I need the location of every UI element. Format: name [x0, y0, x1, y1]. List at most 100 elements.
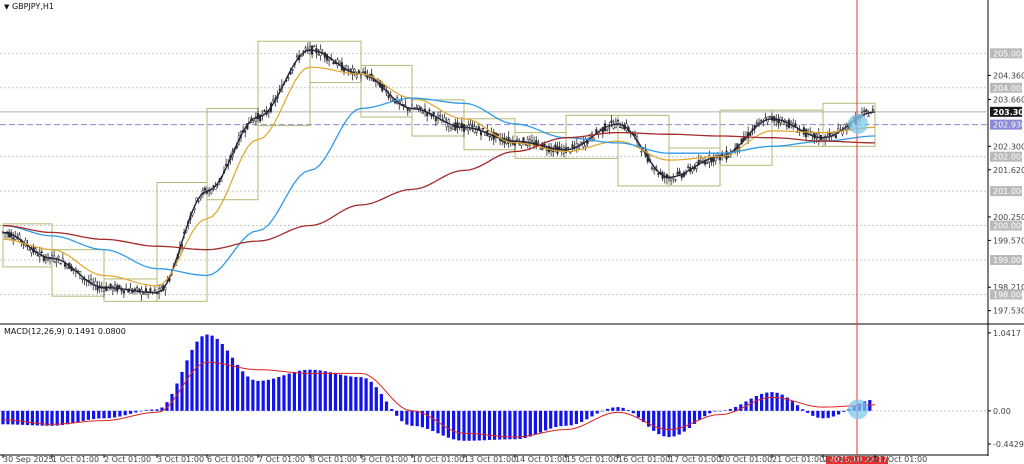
candle-body	[328, 58, 331, 61]
macd-bar	[816, 410, 820, 418]
macd-bar	[66, 410, 70, 425]
candle-body	[608, 127, 611, 129]
time-tick-label: 1 Oct 01:00	[52, 455, 99, 464]
time-tick-label: 20 Oct 01:00	[720, 455, 772, 464]
candle-body	[203, 187, 206, 191]
macd-bar	[185, 360, 189, 411]
price-highlight-marker	[848, 113, 868, 134]
candle-body	[640, 150, 643, 153]
price-tick-label: 202.300	[993, 142, 1024, 151]
macd-bar	[215, 338, 219, 411]
candle-body	[676, 172, 679, 175]
candle-body	[543, 144, 546, 146]
macd-bar	[446, 410, 450, 438]
macd-bar	[837, 410, 841, 415]
candle-body	[479, 131, 483, 136]
candle-body	[359, 75, 363, 78]
macd-bar	[123, 410, 127, 416]
candle-body	[127, 290, 130, 293]
candle-body	[417, 105, 420, 109]
candle-body	[680, 174, 683, 178]
candle-body	[828, 132, 831, 136]
candle-body	[684, 172, 688, 175]
macd-bar	[25, 410, 30, 426]
candle-body	[96, 286, 99, 291]
candle-body	[122, 290, 125, 294]
macd-bar	[452, 410, 456, 440]
candle-body	[142, 292, 145, 295]
macd-bar	[477, 410, 481, 441]
price-tag-bg	[990, 119, 1022, 130]
macd-bar	[55, 410, 59, 426]
candle-body	[149, 288, 152, 292]
candle-body	[567, 146, 570, 149]
time-tick-label: 9 Oct 01:00	[361, 455, 408, 464]
macd-bar	[523, 410, 527, 438]
candle-body	[653, 168, 656, 170]
macd-bar	[538, 410, 543, 433]
macd-bar	[6, 410, 10, 425]
macd-bar	[672, 410, 676, 437]
macd-bar	[390, 408, 394, 411]
macd-bar	[595, 410, 599, 414]
candle-body	[153, 289, 156, 291]
macd-bar	[81, 410, 85, 421]
candle-body	[619, 126, 622, 128]
price-tick-label: 200.250	[993, 213, 1024, 222]
candle-body	[865, 109, 868, 113]
price-axis[interactable]: 205.000 204.360 204.000 203.660 203.302 202.9…	[988, 48, 1024, 449]
macd-bar	[287, 373, 291, 411]
price-tick-label: 199.570	[993, 236, 1024, 245]
macd-tick-label: 1.0417	[993, 329, 1021, 338]
triangle-down-icon[interactable]: ▼	[4, 3, 10, 11]
macd-bar	[395, 410, 399, 416]
candle-body	[113, 284, 117, 291]
candle-body	[545, 149, 548, 151]
symbol-label: ▼ GBPJPY,H1	[4, 2, 54, 11]
macd-bar	[374, 387, 378, 411]
macd-bar	[220, 344, 224, 411]
daily-range-box	[309, 40, 362, 84]
macd-bar	[410, 410, 414, 426]
candle-body	[263, 110, 266, 112]
macd-bar	[641, 410, 646, 423]
candle-body	[821, 138, 825, 141]
candle-body	[537, 142, 540, 144]
macd-bar	[92, 410, 96, 420]
price-tag-label: 200.000	[993, 222, 1024, 231]
time-tick-label: 14 Oct 01:00	[515, 455, 567, 464]
cursor-time-bg	[826, 456, 888, 464]
macd-bar	[482, 410, 486, 441]
macd-bar	[102, 410, 106, 419]
candle-body	[522, 137, 525, 144]
time-tick-label: 30 Sep 2025	[3, 455, 54, 464]
macd-indicator-label: MACD(12,26,9) 0.1491 0.0800	[4, 327, 126, 336]
macd-bar	[97, 410, 101, 419]
macd-bar	[195, 341, 199, 411]
price-tag-label: 198.000	[993, 290, 1024, 299]
macd-bar	[349, 376, 353, 411]
macd-bar	[760, 393, 764, 411]
time-tick-label: 17 Oct 01:00	[669, 455, 721, 464]
macd-bar	[266, 379, 270, 411]
macd-bar	[369, 381, 373, 411]
macd-bar	[150, 409, 154, 411]
candle-body	[313, 45, 316, 48]
cursor-time-label: 2025.10.22 17:00	[829, 455, 900, 464]
candle-body	[674, 179, 677, 181]
macd-bar	[842, 410, 846, 412]
candle-body	[28, 249, 31, 251]
macd-bar	[770, 392, 774, 411]
macd-bar	[765, 392, 769, 411]
candle-body	[295, 55, 299, 58]
macd-bar	[364, 378, 368, 411]
time-tick-label: 21 Oct 01:00	[772, 455, 824, 464]
macd-bar	[559, 410, 563, 427]
candle-body	[419, 106, 422, 110]
macd-bar	[564, 410, 568, 426]
macd-bar	[230, 357, 235, 411]
macd-bar	[472, 410, 476, 441]
macd-bar	[549, 410, 553, 429]
